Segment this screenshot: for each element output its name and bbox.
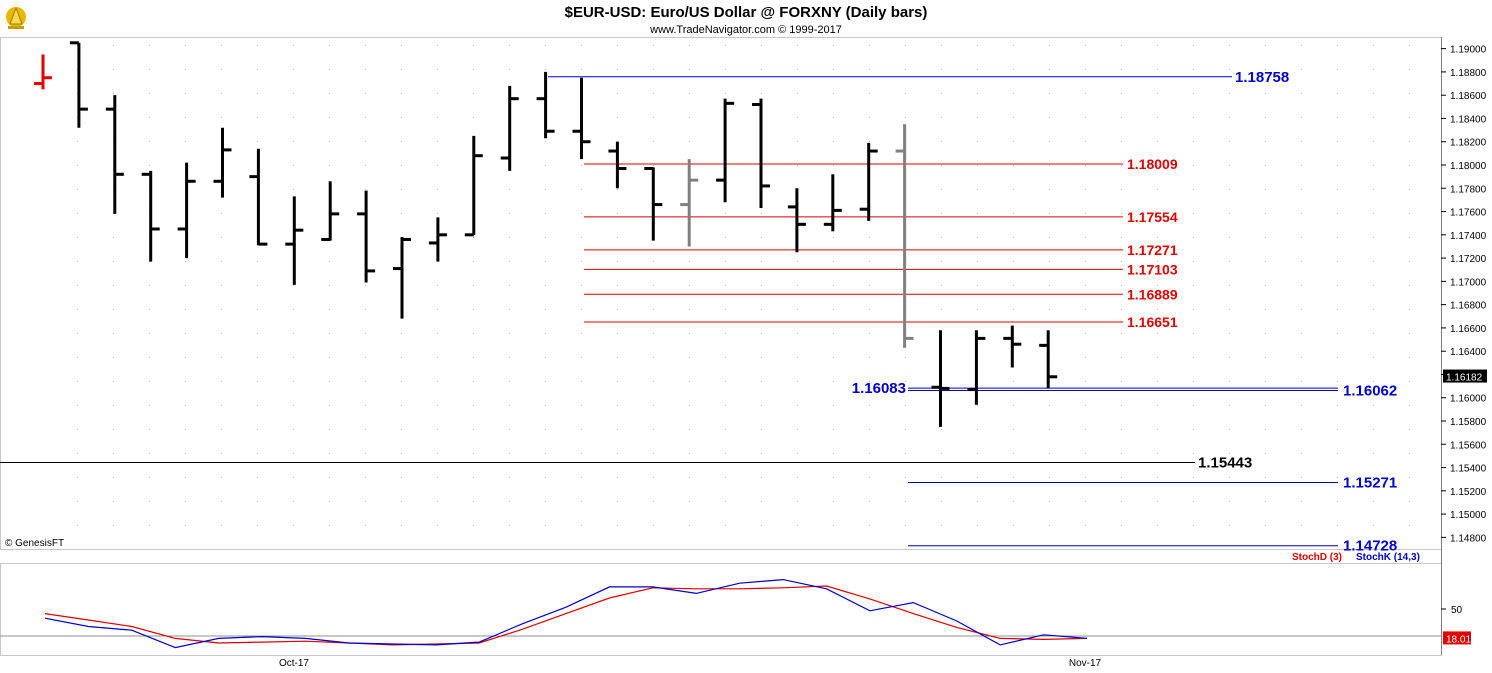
price-tick-label: 1.16400 <box>1450 347 1487 358</box>
level-label: 1.16062 <box>1343 383 1397 400</box>
price-bar <box>357 190 376 283</box>
price-bar <box>752 98 770 209</box>
price-tick-label: 1.17400 <box>1450 231 1487 242</box>
stochastic-panel: 50 18.01 <box>0 578 1471 649</box>
price-bar <box>931 330 950 427</box>
price-bar <box>536 71 555 139</box>
price-bar <box>464 135 483 237</box>
price-tick-label: 1.17800 <box>1450 184 1487 195</box>
price-tick-label: 1.16000 <box>1450 394 1487 405</box>
price-bar <box>572 77 591 160</box>
last-price-box <box>1443 369 1487 383</box>
level-label: 1.17554 <box>1127 209 1178 225</box>
price-bar <box>105 95 124 214</box>
price-tick-label: 1.17000 <box>1450 277 1487 288</box>
price-bar <box>608 141 627 189</box>
level-label: 1.15271 <box>1343 475 1397 492</box>
watermark: © GenesisFT <box>5 538 64 549</box>
date-label-nov: Nov-17 <box>1069 658 1102 669</box>
stoch-d-legend: StochD (3) <box>1292 552 1342 563</box>
level-label: 1.16889 <box>1127 286 1178 302</box>
price-bar <box>1039 330 1058 389</box>
price-bar <box>177 162 196 259</box>
price-tick-label: 1.16600 <box>1450 324 1487 335</box>
level-lines: 1.18758 1.18009 1.17554 1.17271 1.17103 1.168… <box>0 69 1397 555</box>
stoch-panel-frame <box>0 563 1442 656</box>
price-bar <box>644 166 663 241</box>
level-label: 1.15443 <box>1198 455 1252 472</box>
level-label: 1.16083 <box>852 380 906 397</box>
level-label: 1.18009 <box>1127 156 1178 172</box>
level-label: 1.18758 <box>1235 69 1289 86</box>
price-panel-frame <box>0 37 1442 550</box>
price-bar <box>285 196 304 285</box>
stoch-tick-label: 50 <box>1451 605 1463 616</box>
price-bar <box>500 85 519 171</box>
dot-grid <box>77 45 1410 526</box>
level-label: 1.17271 <box>1127 242 1178 258</box>
price-tick-label: 1.15800 <box>1450 417 1487 428</box>
price-bar <box>393 237 411 319</box>
level-label: 1.16651 <box>1127 314 1178 330</box>
stoch-d-line <box>44 585 1088 646</box>
price-bar <box>967 330 986 405</box>
price-bar <box>716 98 735 203</box>
price-bar <box>213 127 232 198</box>
price-bar <box>321 181 340 241</box>
price-tick-label: 1.15600 <box>1450 440 1487 451</box>
price-tick-label: 1.19000 <box>1450 45 1487 56</box>
stoch-k-legend: StochK (14,3) <box>1356 552 1420 563</box>
price-tick-label: 1.15000 <box>1450 510 1487 521</box>
price-bar <box>249 148 268 246</box>
price-tick-label: 1.18600 <box>1450 91 1487 102</box>
price-tick-label: 1.18800 <box>1450 68 1487 79</box>
price-bar <box>787 188 806 253</box>
price-bar <box>1003 325 1022 368</box>
price-tick-label: 1.15400 <box>1450 464 1487 475</box>
chart-subtitle: www.TradeNavigator.com © 1999-2017 <box>649 24 842 36</box>
price-bar <box>823 174 842 232</box>
date-label-oct: Oct-17 <box>279 658 309 669</box>
price-tick-label: 1.18200 <box>1450 138 1487 149</box>
stoch-last-box <box>1443 631 1471 645</box>
last-price-label: 1.16182 <box>1446 373 1483 384</box>
price-bars <box>34 41 1058 427</box>
price-axis-ticks: 1.19000 1.18800 1.18600 1.18400 1.18200 1.180… <box>1441 45 1487 544</box>
price-tick-label: 1.18400 <box>1450 114 1487 125</box>
level-label: 1.14728 <box>1343 538 1397 555</box>
price-tick-label: 1.18000 <box>1450 161 1487 172</box>
price-tick-label: 1.17600 <box>1450 208 1487 219</box>
level-label: 1.17103 <box>1127 261 1178 277</box>
price-tick-label: 1.17200 <box>1450 254 1487 265</box>
price-bar <box>34 54 52 90</box>
price-tick-label: 1.15200 <box>1450 487 1487 498</box>
chart-title: $EUR-USD: Euro/US Dollar @ FORXNY (Daily… <box>565 4 928 21</box>
price-tick-label: 1.14800 <box>1450 533 1487 544</box>
price-bar <box>859 142 878 221</box>
price-bar <box>680 159 699 247</box>
price-bar <box>895 124 914 348</box>
price-tick-label: 1.16800 <box>1450 301 1487 312</box>
price-bar <box>428 217 447 262</box>
logo-icon <box>6 6 26 29</box>
price-bar <box>69 41 88 128</box>
stoch-k-line <box>44 578 1088 649</box>
stoch-last-label: 18.01 <box>1446 634 1471 645</box>
price-bar <box>141 170 160 262</box>
